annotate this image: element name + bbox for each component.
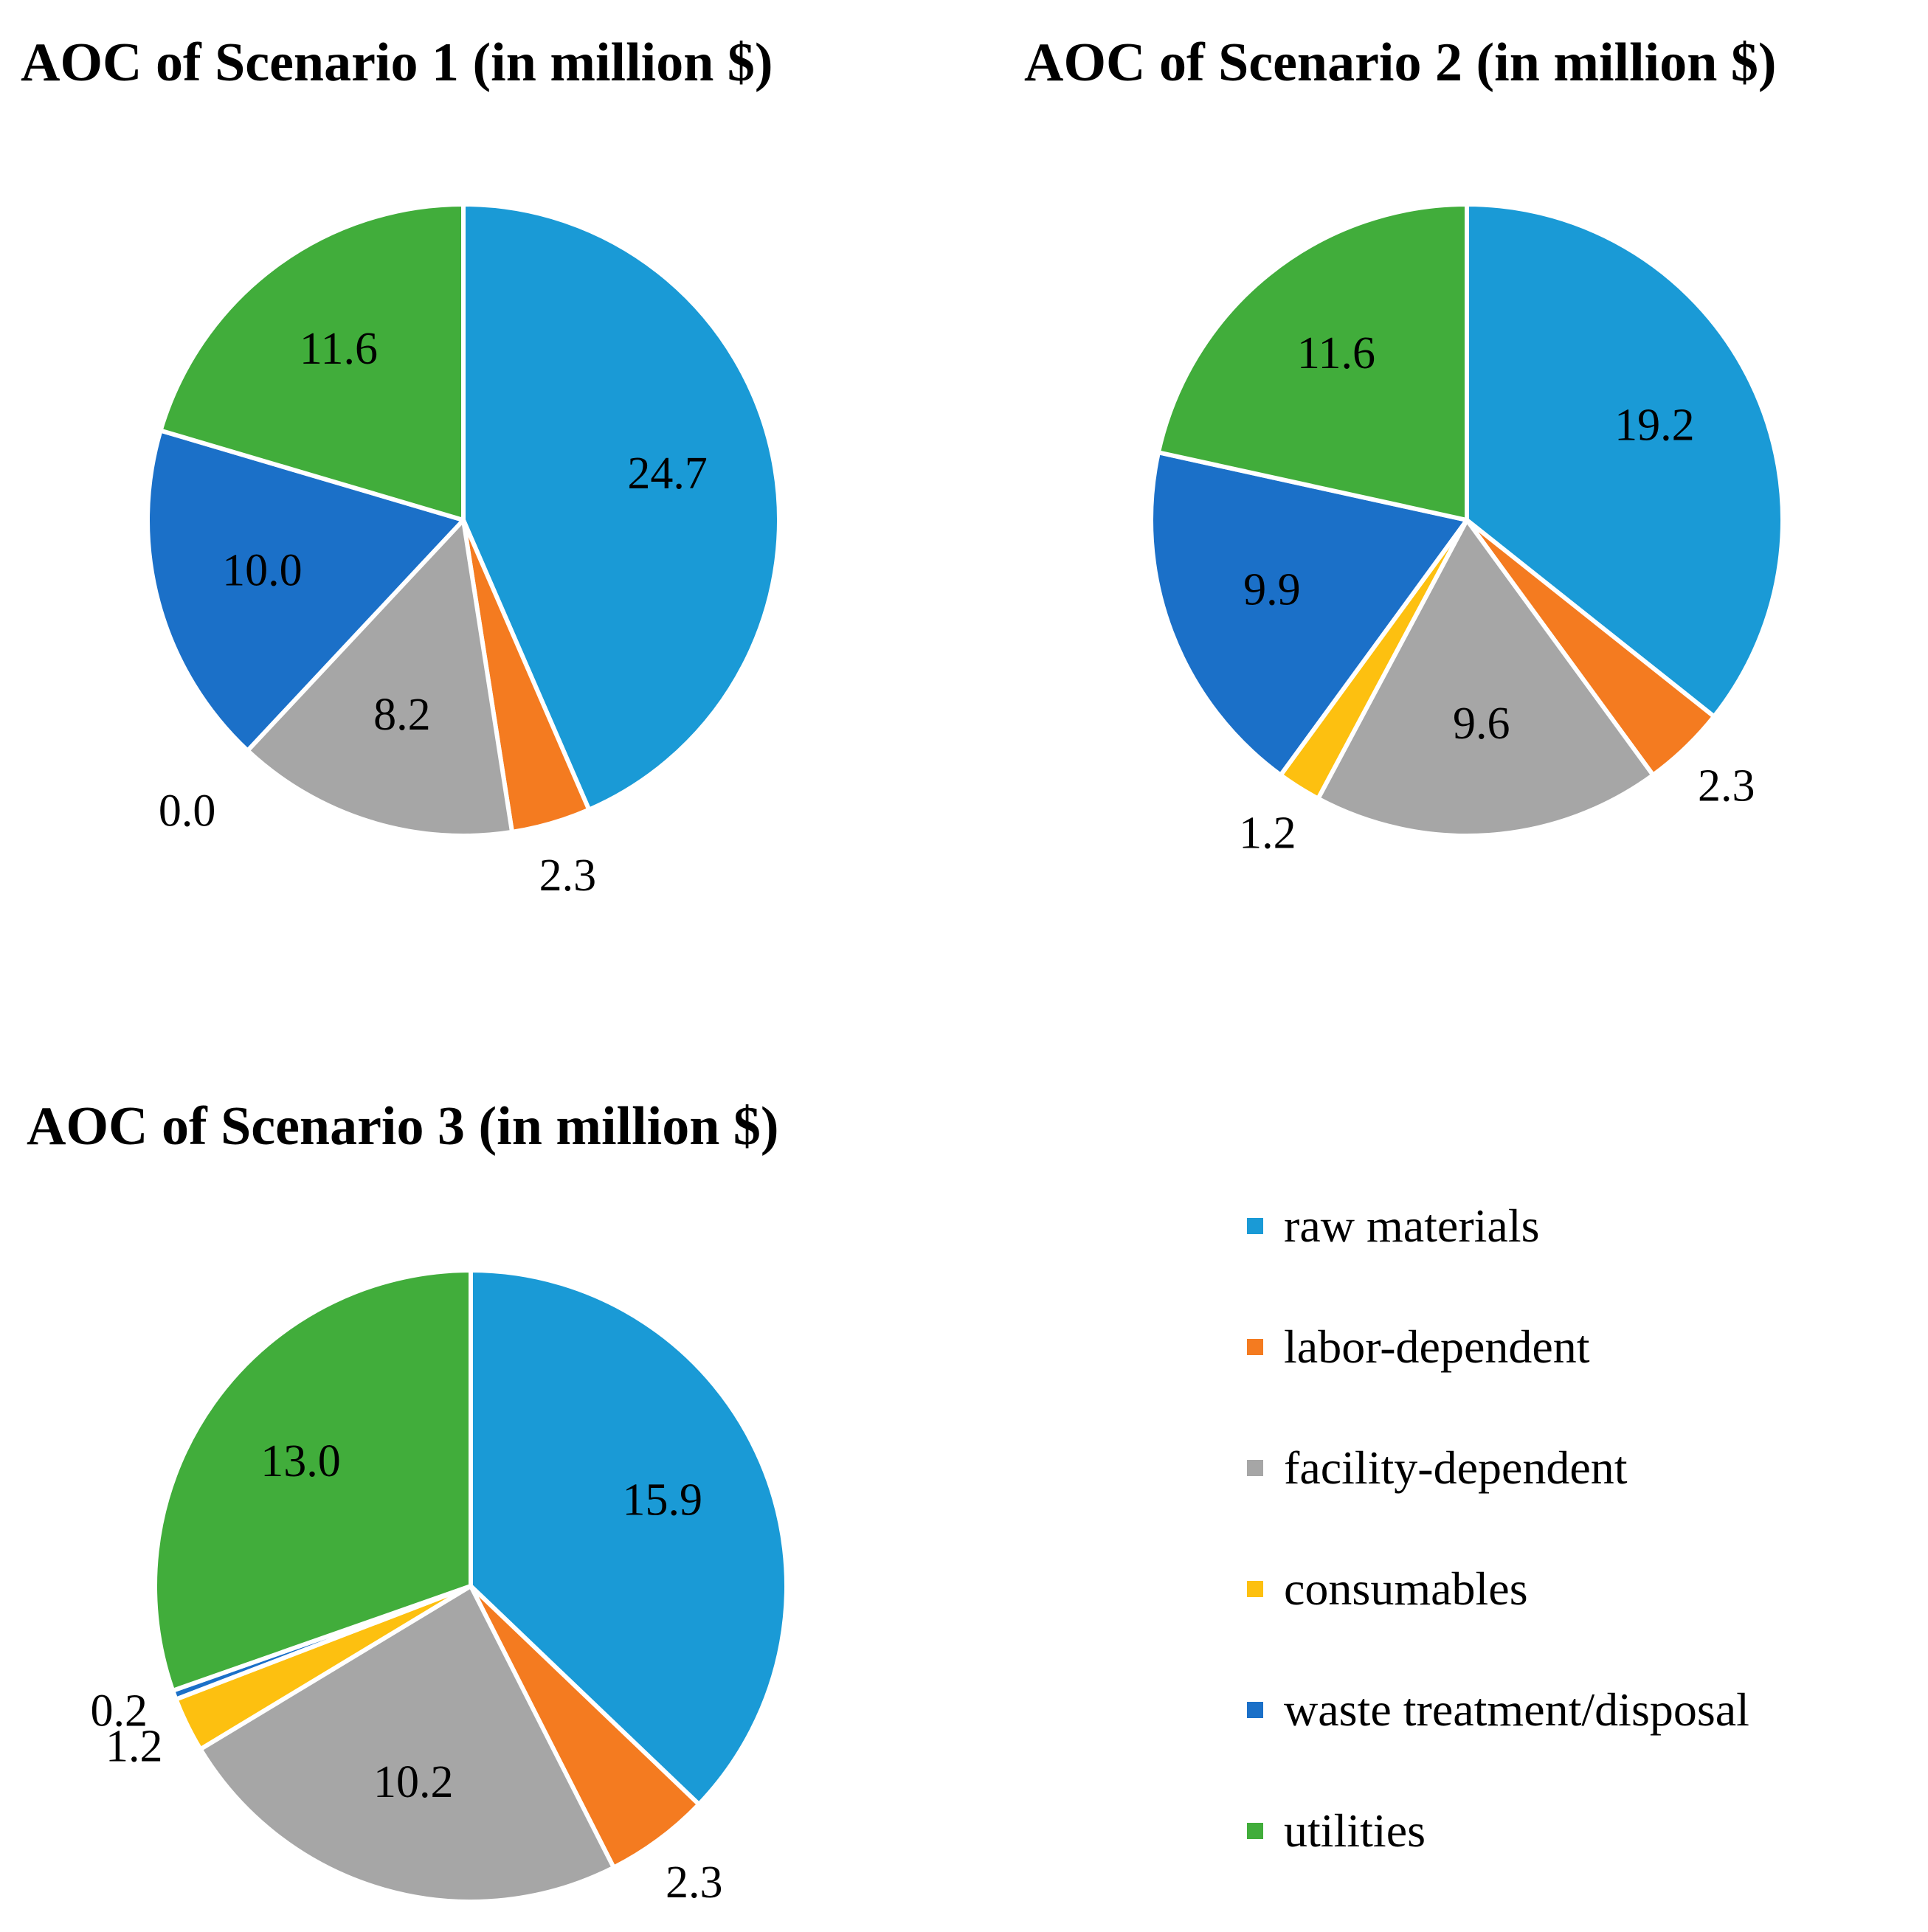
- legend-swatch-utilities: [1247, 1823, 1263, 1839]
- data-label-raw-materials: 15.9: [623, 1475, 703, 1525]
- data-label-labor-dependent: 2.3: [539, 851, 597, 901]
- chart-title-scenario-2: AOC of Scenario 2 (in million $): [1024, 32, 1777, 93]
- data-label-raw-materials: 24.7: [627, 449, 708, 499]
- legend-swatch-labor-dependent: [1247, 1339, 1263, 1355]
- legend-label: waste treatment/disposal: [1284, 1683, 1749, 1736]
- legend-label: utilities: [1284, 1804, 1426, 1857]
- legend-label: consumables: [1284, 1562, 1528, 1615]
- data-label-facility-dependent: 8.2: [373, 690, 431, 740]
- legend-swatch-waste-treatment: [1247, 1702, 1263, 1718]
- data-label-utilities: 11.6: [300, 324, 378, 374]
- legend-item-consumables: consumables: [1247, 1528, 1749, 1649]
- data-label-consumables: 0.0: [159, 786, 216, 836]
- data-label-raw-materials: 19.2: [1614, 400, 1695, 450]
- data-label-utilities: 13.0: [260, 1436, 341, 1486]
- legend-label: labor-dependent: [1284, 1320, 1590, 1373]
- pie-slice-utilities: [1155, 202, 1469, 522]
- pie-slice-waste-treatment-disposal: [1149, 450, 1469, 778]
- pie-slice-raw-materials: [1465, 202, 1785, 719]
- data-label-facility-dependent: 9.6: [1453, 699, 1510, 749]
- legend-swatch-raw-materials: [1247, 1218, 1263, 1234]
- data-label-labor-dependent: 2.3: [666, 1857, 723, 1908]
- data-label-labor-dependent: 2.3: [1698, 761, 1755, 811]
- chart-title-scenario-3: AOC of Scenario 3 (in million $): [27, 1096, 779, 1157]
- data-label-waste-treatment-disposal: 10.0: [222, 545, 303, 595]
- pie-slice-utilities: [153, 1268, 473, 1693]
- data-label-waste-treatment-disposal: 9.9: [1243, 564, 1301, 614]
- data-label-utilities: 11.6: [1297, 328, 1375, 378]
- pie-slice-facility-dependent: [1316, 518, 1656, 838]
- legend-swatch-facility-dependent: [1247, 1460, 1263, 1476]
- pie-slice-waste-treatment-disposal: [145, 428, 466, 753]
- legend-label: raw materials: [1284, 1199, 1540, 1252]
- legend: raw materials labor-dependent facility-d…: [1247, 1166, 1749, 1891]
- legend-item-labor-dependent: labor-dependent: [1247, 1287, 1749, 1408]
- pie-slice-facility-dependent: [198, 1584, 616, 1904]
- chart-title-scenario-1: AOC of Scenario 1 (in million $): [21, 32, 773, 93]
- data-label-waste-treatment-disposal: 0.2: [90, 1686, 148, 1737]
- legend-label: facility-dependent: [1284, 1441, 1628, 1494]
- pie-slice-facility-dependent: [245, 518, 515, 839]
- legend-item-facility-dependent: facility-dependent: [1247, 1408, 1749, 1528]
- legend-item-utilities: utilities: [1247, 1770, 1749, 1891]
- pie-slice-raw-materials: [469, 1268, 789, 1807]
- data-label-consumables: 1.2: [106, 1722, 163, 1772]
- pie-slice-raw-materials: [461, 202, 782, 812]
- legend-item-waste-treatment: waste treatment/disposal: [1247, 1649, 1749, 1770]
- data-label-consumables: 1.2: [1239, 808, 1296, 858]
- legend-swatch-consumables: [1247, 1581, 1263, 1597]
- legend-item-raw-materials: raw materials: [1247, 1166, 1749, 1287]
- data-label-facility-dependent: 10.2: [373, 1757, 454, 1807]
- pie-slice-utilities: [158, 202, 466, 522]
